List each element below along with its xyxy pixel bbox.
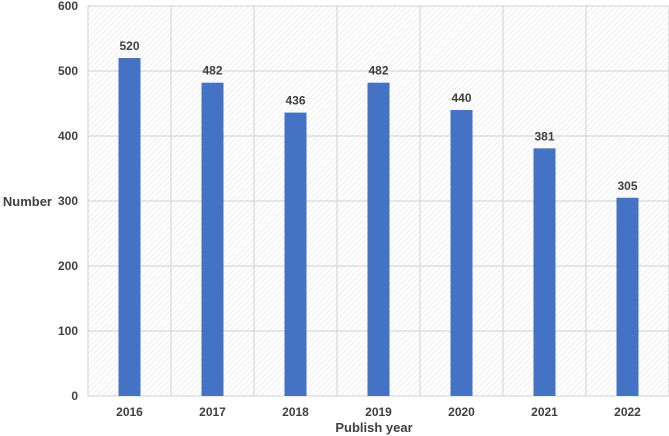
data-label-2019: 482 — [368, 64, 388, 78]
x-tick-label: 2017 — [199, 405, 226, 419]
data-label-2022: 305 — [617, 179, 637, 193]
y-tick-label: 400 — [58, 129, 78, 143]
x-tick-label: 2021 — [531, 405, 558, 419]
x-tick-label: 2020 — [448, 405, 475, 419]
data-labels: 520 482 436 482 440 381 305 — [119, 39, 637, 193]
y-tick-labels: 0 100 200 300 400 500 600 — [58, 0, 78, 403]
bars — [118, 58, 639, 396]
data-label-2021: 381 — [534, 129, 554, 143]
bar-2016 — [118, 58, 141, 396]
y-tick-label: 100 — [58, 324, 78, 338]
y-tick-label: 600 — [58, 0, 78, 13]
y-tick-label: 300 — [58, 194, 78, 208]
data-label-2017: 482 — [202, 64, 222, 78]
bar-2017 — [201, 82, 224, 396]
x-tick-label: 2018 — [282, 405, 309, 419]
data-label-2020: 440 — [451, 91, 471, 105]
y-tick-label: 500 — [58, 64, 78, 78]
x-axis-title: Publish year — [335, 420, 412, 435]
y-axis-title: Number — [3, 194, 52, 209]
bar-2018 — [284, 112, 307, 396]
x-tick-label: 2022 — [614, 405, 641, 419]
data-label-2018: 436 — [285, 94, 305, 108]
y-tick-label: 200 — [58, 259, 78, 273]
y-tick-label: 0 — [71, 389, 78, 403]
bar-2021 — [533, 148, 556, 396]
bar-2022 — [616, 197, 639, 396]
bar-2019 — [367, 82, 390, 396]
x-tick-label: 2019 — [365, 405, 392, 419]
bar-2020 — [450, 110, 473, 396]
x-tick-labels: 2016 2017 2018 2019 2020 2021 2022 — [116, 405, 641, 419]
data-label-2016: 520 — [119, 39, 139, 53]
x-tick-label: 2016 — [116, 405, 143, 419]
